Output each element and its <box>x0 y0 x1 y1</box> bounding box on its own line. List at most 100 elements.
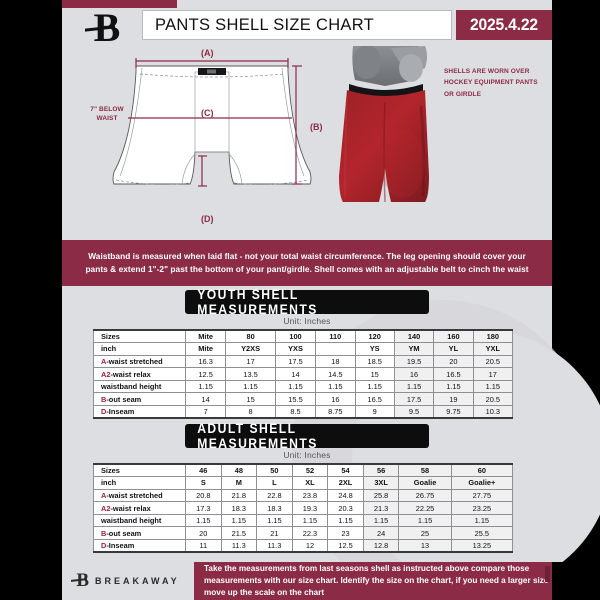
row-label: D-Inseam <box>93 539 186 554</box>
table-cell: 3XL <box>362 476 400 490</box>
table-row: waistband height 1.15 1.15 1.15 1.15 1.15 1.15… <box>93 513 514 528</box>
table-cell: 52 <box>291 463 329 478</box>
below-waist-note: 7" BELOW WAIST <box>90 106 124 122</box>
table-cell: 1.15 <box>315 379 356 394</box>
table-cell: 12.5 <box>184 367 227 381</box>
row-label: waistband height <box>93 513 186 528</box>
table-cell: 50 <box>256 463 293 478</box>
adult-unit-label: Unit: Inches <box>283 450 331 460</box>
table-row: B-out seam 14 15 15.5 16 16.5 17.5 19 20.5 <box>93 392 514 407</box>
row-label-prefix: A <box>101 356 107 366</box>
diagram-label-d: (D) <box>201 214 214 224</box>
row-label: Sizes <box>93 329 186 344</box>
table-cell: 16 <box>315 392 356 407</box>
table-cell: 15.5 <box>274 392 317 407</box>
diagram-label-a: (A) <box>201 48 214 58</box>
row-label: A2-waist relax <box>93 501 186 515</box>
table-cell: 21.8 <box>220 488 258 503</box>
table-cell: 56 <box>362 463 400 478</box>
table-cell: 20.5 <box>472 392 514 407</box>
table-cell: 18.3 <box>256 501 293 515</box>
table-cell: 1.15 <box>291 513 329 528</box>
table-cell: 17.5 <box>393 392 435 407</box>
row-label-prefix: B <box>101 394 107 404</box>
table-cell: 15 <box>225 392 276 407</box>
table-cell: 8 <box>225 405 276 420</box>
table-row: Sizes Mite 80 100 110 120 140 160 180 <box>93 329 514 344</box>
table-cell: 16.5 <box>354 392 395 407</box>
pants-outline-svg <box>112 58 312 187</box>
row-label-prefix: A <box>101 490 107 500</box>
photo-note: SHELLS ARE WORN OVER HOCKEY EQUIPMENT PA… <box>444 68 538 98</box>
table-cell: 25.8 <box>362 488 400 503</box>
table-cell: 22.8 <box>256 488 293 503</box>
table-cell: 18.3 <box>220 501 258 515</box>
table-cell: 58 <box>398 463 452 478</box>
table-cell: 16.3 <box>184 354 227 369</box>
table-cell: YM <box>393 342 435 356</box>
table-cell: 16.5 <box>433 367 474 381</box>
table-cell: 21.5 <box>220 526 258 541</box>
table-cell: 46 <box>185 463 222 478</box>
table-cell: 120 <box>354 329 395 344</box>
table-cell: 22.3 <box>291 526 329 541</box>
breakaway-b-logo-icon-footer: B <box>71 570 89 592</box>
row-label: Sizes <box>93 463 186 478</box>
table-row: A-waist stretched 16.3 17 17.5 18 18.5 19.5 20 2… <box>93 354 514 369</box>
table-cell: 20 <box>185 526 222 541</box>
table-cell: 13.25 <box>450 539 514 554</box>
table-row: inch Mite Y2XS YXS YS YM YL YXL <box>93 342 514 356</box>
table-cell: XL <box>291 476 329 490</box>
pants-diagram: (A) (B) (C) (D) 7" BELOW WAIST <box>62 44 362 240</box>
table-cell: 20.8 <box>185 488 222 503</box>
row-label-prefix: D <box>101 541 107 551</box>
table-row: A2-waist relax 12.5 13.5 14 14.5 15 16 16.5 17 <box>93 367 514 381</box>
diagram-label-c: (C) <box>201 108 214 118</box>
table-cell: 9.75 <box>433 405 474 420</box>
table-cell: 17 <box>472 367 514 381</box>
table-cell: 14 <box>184 392 227 407</box>
footer-brand-block: B BREAKAWAY <box>62 562 194 600</box>
row-label: B-out seam <box>93 392 186 407</box>
table-row: inch S M L XL 2XL 3XL Goalie Goalie+ <box>93 476 514 490</box>
table-cell: 1.15 <box>327 513 364 528</box>
table-row: A2-waist relax 17.3 18.3 18.3 19.3 20.3 21.3 22… <box>93 501 514 515</box>
table-row: waistband height 1.15 1.15 1.15 1.15 1.15 1.15… <box>93 379 514 394</box>
page-header: B PANTS SHELL SIZE CHART 2025.4.22 <box>62 8 552 48</box>
table-cell: 8.75 <box>315 405 356 420</box>
table-cell: 110 <box>315 329 356 344</box>
table-cell: 1.15 <box>393 379 435 394</box>
table-cell: 1.15 <box>362 513 400 528</box>
table-cell: 18.5 <box>354 354 395 369</box>
table-cell: 1.15 <box>398 513 452 528</box>
table-cell: 54 <box>327 463 364 478</box>
row-label-prefix: A2 <box>101 369 111 379</box>
table-cell: 22.25 <box>398 501 452 515</box>
table-cell: 1.15 <box>274 379 317 394</box>
row-label: D-Inseam <box>93 405 186 420</box>
table-cell: 10.3 <box>472 405 514 420</box>
table-cell: 23.25 <box>450 501 514 515</box>
footer-tab-accent <box>545 566 550 582</box>
table-cell: L <box>256 476 293 490</box>
table-cell: 24 <box>362 526 400 541</box>
breakaway-b-logo-icon: B <box>84 8 130 52</box>
table-cell: 23 <box>327 526 364 541</box>
table-cell: 7 <box>184 405 227 420</box>
table-cell: 12.5 <box>327 539 364 554</box>
page-title-box: PANTS SHELL SIZE CHART <box>142 10 452 40</box>
table-cell: 18 <box>315 354 356 369</box>
row-label: inch <box>93 342 186 356</box>
table-cell: YXS <box>274 342 317 356</box>
table-cell: 21.3 <box>362 501 400 515</box>
table-cell: YXL <box>472 342 514 356</box>
top-accent-bar <box>62 0 177 8</box>
product-photo <box>325 45 443 236</box>
table-cell: 21 <box>256 526 293 541</box>
table-cell: Goalie+ <box>450 476 514 490</box>
table-cell: YS <box>354 342 395 356</box>
footer-brand-name: BREAKAWAY <box>95 576 180 586</box>
table-cell: Y2XS <box>225 342 276 356</box>
table-cell: 19.3 <box>291 501 329 515</box>
table-cell: Mite <box>184 342 227 356</box>
